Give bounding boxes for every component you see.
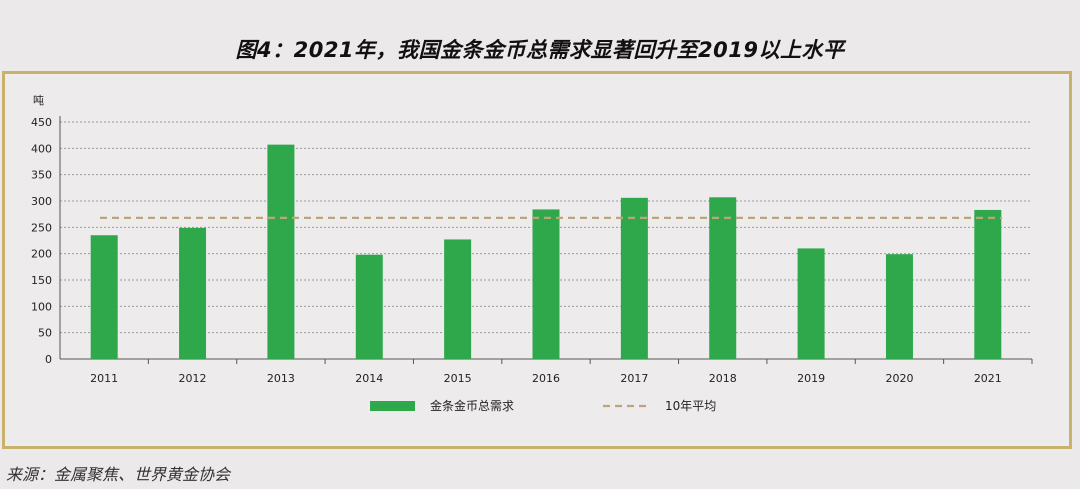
x-tick-label: 2016 [532,372,560,385]
bar [355,254,383,359]
bar [709,197,737,359]
x-tick-label: 2018 [709,372,737,385]
bar [974,209,1002,359]
tick-labels: 0 50 100 150 200 250 300 350 400 450 吨 2011 2012 2013… [31,94,1002,385]
chart-frame: 0 50 100 150 200 250 300 350 400 450 吨 2011 2012 2013… [2,71,1072,449]
bar [267,144,295,359]
x-tick-label: 2014 [355,372,383,385]
x-tick-label: 2011 [90,372,118,385]
y-tick-label: 100 [31,300,52,313]
bar [444,239,472,359]
x-tick-label: 2020 [885,372,913,385]
y-tick-label: 450 [31,116,52,129]
bars [90,144,1002,359]
y-tick-label: 0 [45,353,52,366]
bar [90,235,118,359]
bar [797,248,825,359]
bar [620,197,648,359]
y-tick-label: 200 [31,248,52,261]
y-tick-label: 300 [31,195,52,208]
legend-swatch-bar [370,401,415,411]
bar-chart: 0 50 100 150 200 250 300 350 400 450 吨 2011 2012 2013… [31,94,1033,413]
legend-label-average: 10年平均 [665,399,716,413]
x-tick-label: 2015 [444,372,472,385]
x-tick-label: 2013 [267,372,295,385]
legend: 金条金币总需求 10年平均 [370,398,716,413]
bar [532,209,560,359]
x-tick-label: 2021 [974,372,1002,385]
x-tick-label: 2017 [620,372,648,385]
source-note: 来源：金属聚焦、世界黄金协会 [6,465,231,484]
figure-title: 图4：2021年，我国金条金币总需求显著回升至2019以上水平 [235,38,845,62]
y-tick-label: 350 [31,169,52,182]
bar [885,254,913,359]
bar [179,227,207,359]
y-tick-label: 250 [31,221,52,234]
y-axis-unit: 吨 [33,94,44,107]
x-tick-label: 2019 [797,372,825,385]
x-tick-label: 2012 [179,372,207,385]
y-tick-label: 50 [38,327,52,340]
legend-label-bar: 金条金币总需求 [430,398,514,413]
y-tick-label: 150 [31,274,52,287]
y-tick-label: 400 [31,142,52,155]
